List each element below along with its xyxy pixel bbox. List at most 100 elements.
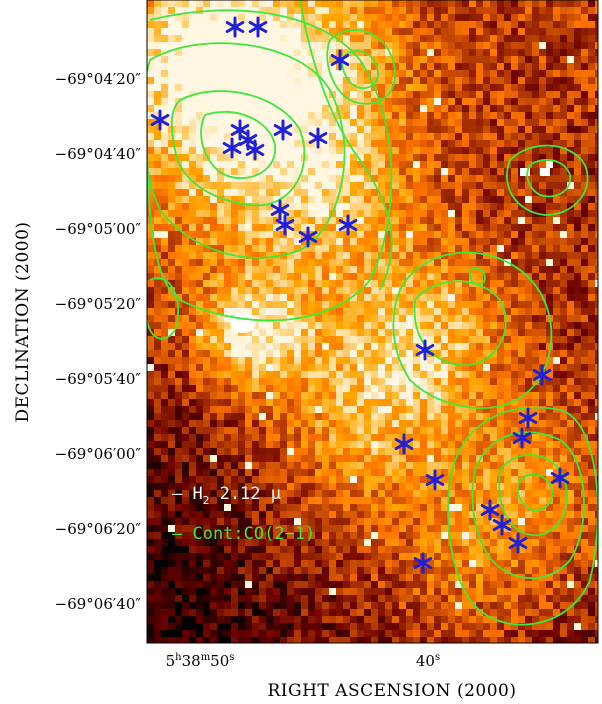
pixel xyxy=(476,343,483,350)
pixel xyxy=(343,378,350,385)
pixel xyxy=(343,315,350,322)
pixel xyxy=(378,497,385,504)
pixel xyxy=(371,343,378,350)
pixel xyxy=(371,105,378,112)
pixel xyxy=(364,35,371,42)
pixel xyxy=(308,7,315,14)
pixel xyxy=(343,420,350,427)
pixel xyxy=(364,511,371,518)
pixel xyxy=(434,427,441,434)
pixel xyxy=(189,140,196,147)
pixel xyxy=(364,546,371,553)
pixel xyxy=(336,203,343,210)
pixel xyxy=(203,385,210,392)
pixel xyxy=(455,532,462,539)
pixel xyxy=(385,574,392,581)
pixel xyxy=(413,623,420,630)
pixel xyxy=(154,21,161,28)
pixel xyxy=(189,14,196,21)
pixel xyxy=(175,462,182,469)
pixel xyxy=(518,378,525,385)
pixel xyxy=(203,602,210,609)
pixel xyxy=(357,595,364,602)
pixel xyxy=(189,567,196,574)
pixel xyxy=(455,343,462,350)
pixel xyxy=(231,581,238,588)
pixel xyxy=(238,336,245,343)
pixel xyxy=(371,392,378,399)
pixel xyxy=(343,539,350,546)
pixel xyxy=(490,0,497,7)
pixel xyxy=(420,21,427,28)
pixel xyxy=(294,553,301,560)
pixel xyxy=(322,504,329,511)
pixel xyxy=(210,406,217,413)
pixel xyxy=(315,336,322,343)
pixel xyxy=(329,560,336,567)
pixel xyxy=(406,525,413,532)
pixel xyxy=(469,259,476,266)
pixel xyxy=(504,266,511,273)
pixel xyxy=(399,525,406,532)
pixel xyxy=(364,469,371,476)
pixel xyxy=(238,581,245,588)
pixel xyxy=(210,84,217,91)
pixel xyxy=(161,406,168,413)
pixel xyxy=(224,371,231,378)
pixel xyxy=(259,602,266,609)
pixel xyxy=(294,308,301,315)
pixel xyxy=(203,77,210,84)
pixel xyxy=(182,581,189,588)
pixel xyxy=(511,42,518,49)
pixel xyxy=(392,546,399,553)
pixel xyxy=(147,504,154,511)
pixel xyxy=(406,70,413,77)
pixel xyxy=(245,56,252,63)
pixel xyxy=(224,476,231,483)
pixel xyxy=(203,350,210,357)
pixel xyxy=(287,63,294,70)
pixel xyxy=(511,0,518,7)
pixel xyxy=(161,154,168,161)
pixel xyxy=(147,525,154,532)
pixel xyxy=(203,56,210,63)
pixel xyxy=(245,378,252,385)
pixel xyxy=(392,623,399,630)
pixel xyxy=(434,217,441,224)
pixel xyxy=(280,574,287,581)
pixel xyxy=(259,301,266,308)
pixel xyxy=(161,0,168,7)
pixel xyxy=(350,28,357,35)
pixel xyxy=(385,7,392,14)
pixel xyxy=(504,427,511,434)
pixel xyxy=(511,497,518,504)
pixel xyxy=(301,357,308,364)
pixel xyxy=(427,126,434,133)
pixel xyxy=(441,350,448,357)
pixel xyxy=(392,280,399,287)
pixel xyxy=(371,609,378,616)
pixel xyxy=(364,21,371,28)
pixel xyxy=(196,427,203,434)
pixel xyxy=(343,476,350,483)
pixel xyxy=(266,609,273,616)
pixel xyxy=(448,0,455,7)
pixel xyxy=(329,231,336,238)
pixel xyxy=(399,392,406,399)
pixel xyxy=(147,546,154,553)
pixel xyxy=(518,77,525,84)
pixel xyxy=(168,161,175,168)
pixel xyxy=(308,203,315,210)
pixel xyxy=(308,455,315,462)
pixel xyxy=(350,189,357,196)
pixel xyxy=(343,434,350,441)
pixel xyxy=(245,63,252,70)
pixel xyxy=(427,98,434,105)
pixel xyxy=(476,63,483,70)
pixel xyxy=(161,448,168,455)
pixel xyxy=(217,301,224,308)
pixel xyxy=(147,553,154,560)
pixel xyxy=(259,217,266,224)
pixel xyxy=(413,532,420,539)
pixel xyxy=(203,203,210,210)
